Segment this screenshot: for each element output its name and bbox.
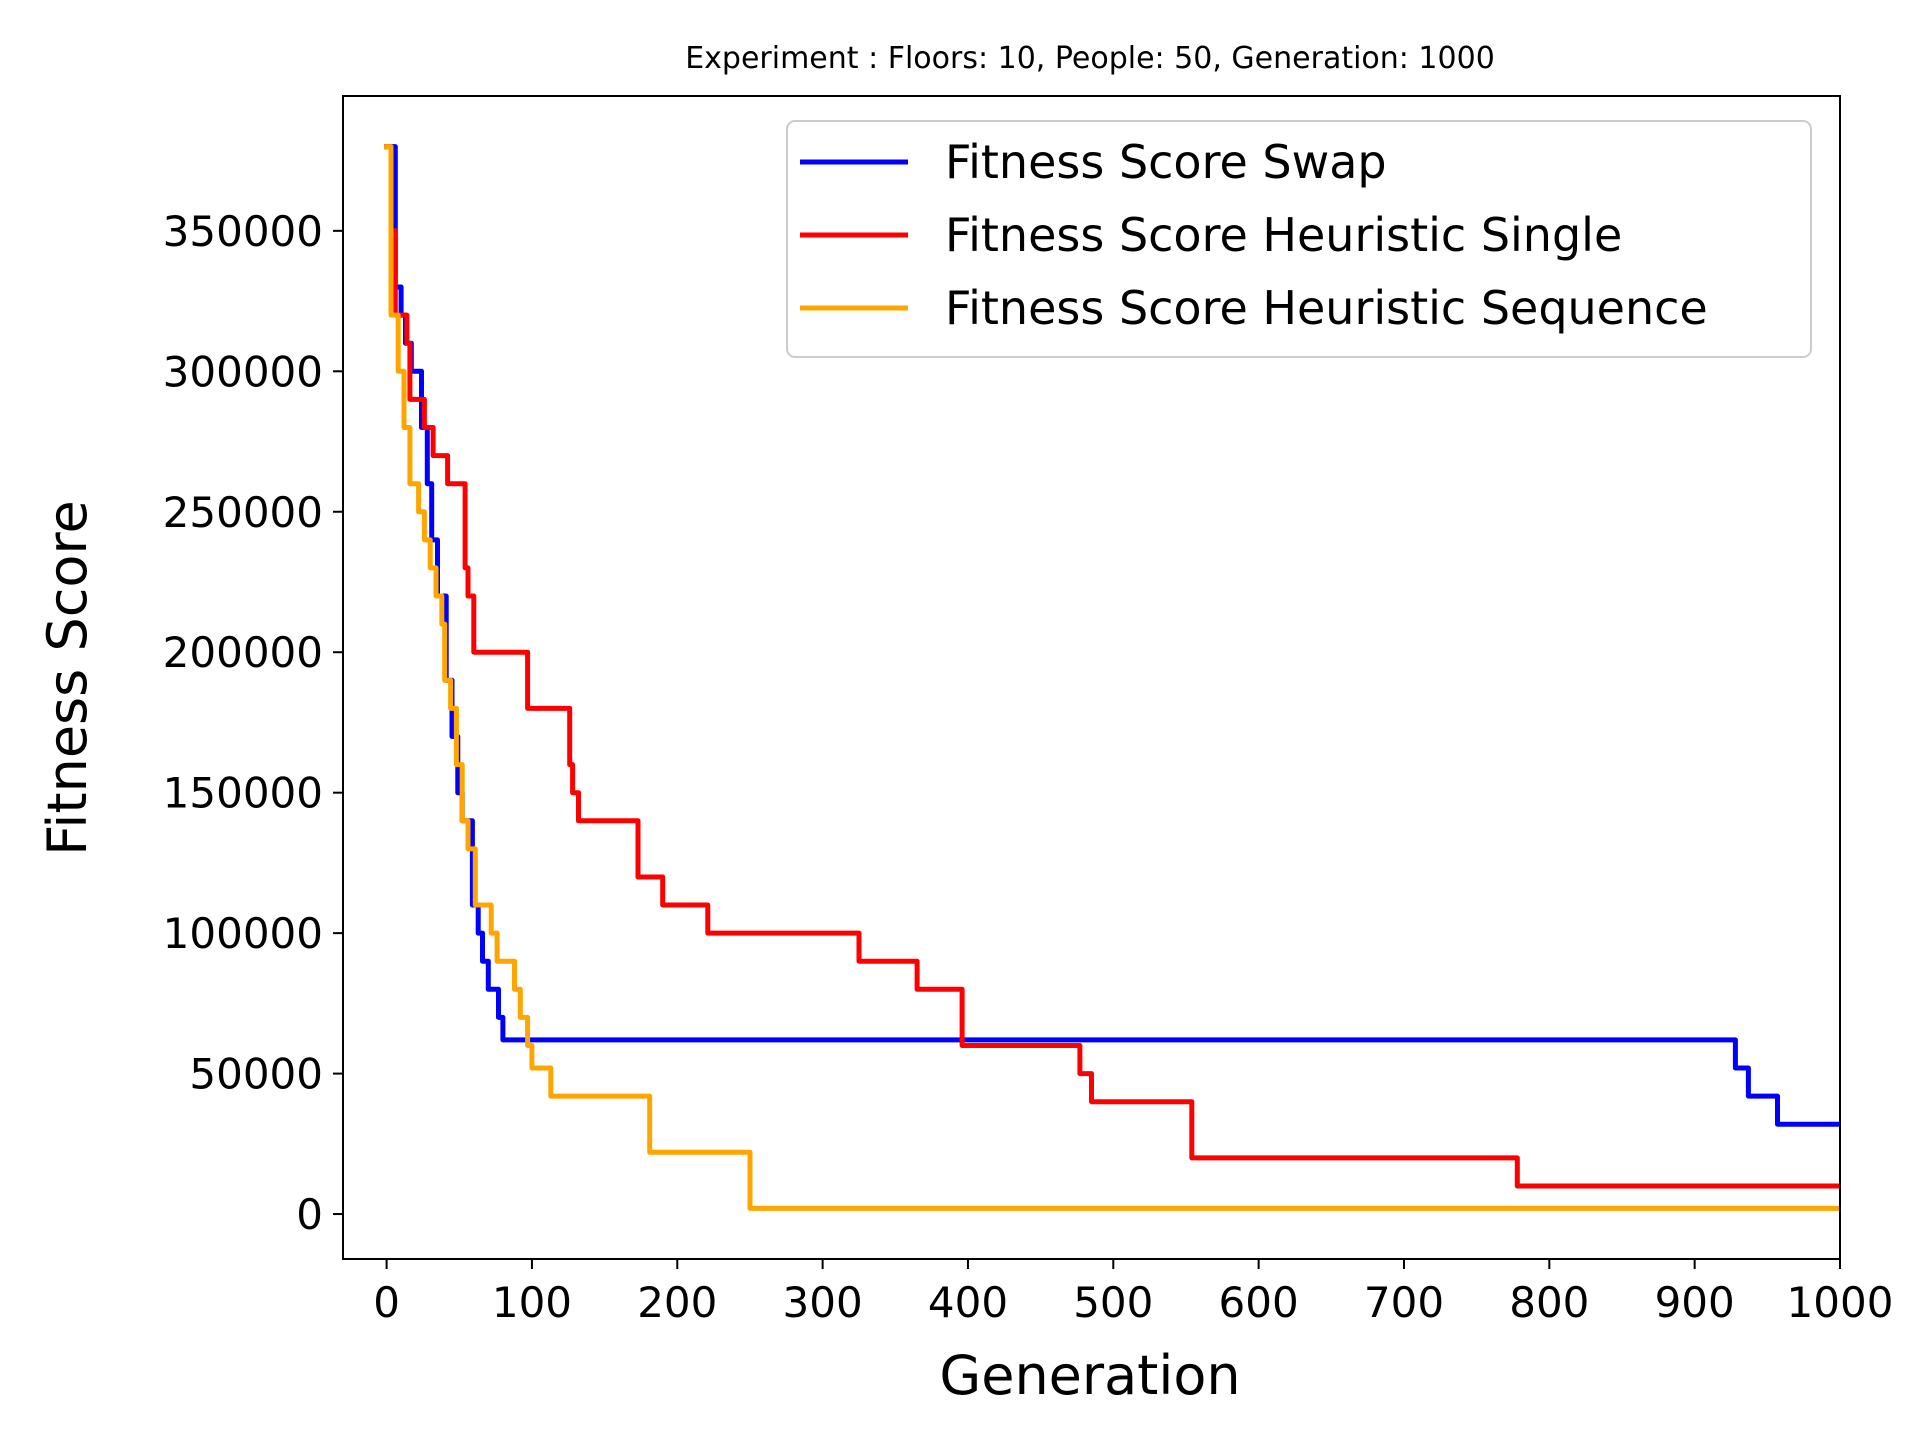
y-tick-label: 300000: [163, 347, 323, 396]
y-tick-label: 350000: [163, 207, 323, 256]
y-axis: 0 50000 100000 150000 200000 250000 300000 3500…: [163, 207, 343, 1239]
y-tick-label: 200000: [163, 628, 323, 677]
x-tick-label: 1000: [1787, 1278, 1894, 1327]
x-tick-label: 900: [1655, 1278, 1735, 1327]
chart-title: Experiment : Floors: 10, People: 50, Gen…: [685, 41, 1495, 76]
y-tick-label: 0: [296, 1190, 323, 1239]
legend-label-1: Fitness Score Swap: [945, 135, 1387, 189]
legend-box: [786, 120, 1812, 358]
x-tick-label: 300: [783, 1278, 863, 1327]
y-tick-label: 150000: [163, 769, 323, 818]
x-tick-label: 800: [1509, 1278, 1589, 1327]
x-tick-label: 200: [637, 1278, 717, 1327]
x-axis: 0 100 200 300 400 500 600 700 800 900 1000: [373, 1259, 1893, 1327]
y-tick-label: 100000: [163, 909, 323, 958]
series-line-2: [384, 144, 1840, 1189]
plot-frame: [342, 95, 1841, 1260]
series-layer: [384, 144, 1840, 1211]
x-tick-label: 700: [1364, 1278, 1444, 1327]
x-tick-label: 500: [1073, 1278, 1153, 1327]
x-tick-label: 100: [492, 1278, 572, 1327]
x-tick-label: 400: [928, 1278, 1008, 1327]
x-tick-label: 600: [1219, 1278, 1299, 1327]
legend-label-2: Fitness Score Heuristic Single: [945, 208, 1622, 262]
series-line-3: [384, 144, 1840, 1211]
x-axis-label: Generation: [939, 1344, 1240, 1407]
y-tick-label: 50000: [189, 1050, 323, 1099]
legend-label-3: Fitness Score Heuristic Sequence: [945, 281, 1708, 335]
legend: Fitness Score Swap Fitness Score Heuristi…: [786, 120, 1812, 358]
y-tick-label: 250000: [163, 488, 323, 537]
y-axis-label: Fitness Score: [36, 500, 99, 855]
x-tick-label: 0: [373, 1278, 400, 1327]
